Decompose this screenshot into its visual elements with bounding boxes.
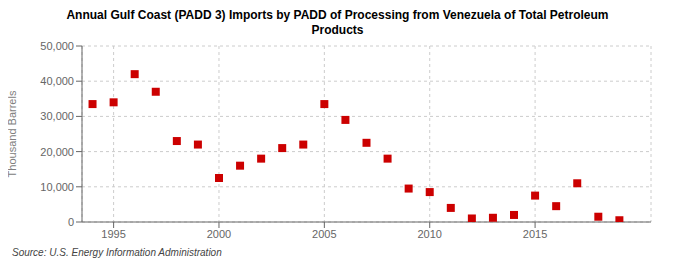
svg-text:30,000: 30,000 <box>40 110 74 122</box>
svg-text:2005: 2005 <box>312 228 336 240</box>
svg-text:2015: 2015 <box>523 228 547 240</box>
html-text:Annual Gulf Coast (PADD 3) Imp: Annual Gulf Coast (PADD 3) Imports by PA… <box>66 8 609 37</box>
svg-text:2000: 2000 <box>207 228 231 240</box>
svg-text:Thousand Barrels: Thousand Barrels <box>8 90 18 177</box>
svg-text:10,000: 10,000 <box>40 181 74 193</box>
svg-text:40,000: 40,000 <box>40 75 74 87</box>
svg-text:20,000: 20,000 <box>40 146 74 158</box>
svg-text:50,000: 50,000 <box>40 40 74 52</box>
html-text:Source: U.S. Energy Informatio: Source: U.S. Energy Information Administ… <box>12 247 222 258</box>
svg-text:0: 0 <box>68 216 74 228</box>
svg-text:1995: 1995 <box>101 228 125 240</box>
svg-text:2010: 2010 <box>417 228 441 240</box>
